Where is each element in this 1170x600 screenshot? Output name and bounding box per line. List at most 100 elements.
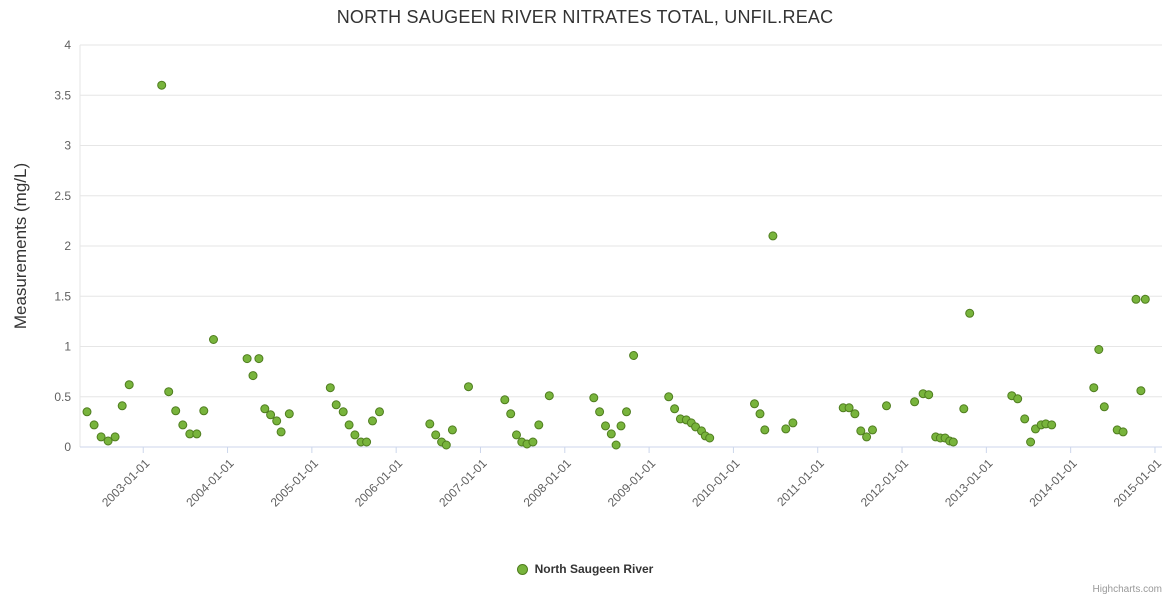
data-point[interactable] <box>1131 294 1141 304</box>
data-point[interactable] <box>788 418 798 428</box>
x-axis-label: 2011-01-01 <box>774 456 827 509</box>
data-point[interactable] <box>248 371 258 381</box>
data-point[interactable] <box>89 420 99 430</box>
data-point[interactable] <box>1089 383 1099 393</box>
data-point[interactable] <box>750 399 759 409</box>
x-axis-label: 2013-01-01 <box>942 456 996 510</box>
data-point[interactable] <box>375 407 384 417</box>
data-point[interactable] <box>512 430 521 440</box>
data-point[interactable] <box>266 410 276 420</box>
x-axis-label: 2008-01-01 <box>521 456 575 510</box>
x-axis-label: 2006-01-01 <box>352 456 406 510</box>
data-point[interactable] <box>178 420 188 430</box>
data-point[interactable] <box>447 425 457 435</box>
data-point[interactable] <box>768 231 778 241</box>
data-point[interactable] <box>1047 420 1057 430</box>
data-point[interactable] <box>209 335 218 344</box>
y-axis-label: 1.5 <box>54 289 71 303</box>
x-axis-label: 2003-01-01 <box>99 456 153 510</box>
y-axis-label: 3.5 <box>54 88 71 102</box>
data-point[interactable] <box>1099 402 1109 412</box>
data-point[interactable] <box>260 404 270 414</box>
data-point[interactable] <box>199 406 209 416</box>
data-point[interactable] <box>1140 294 1150 304</box>
data-point[interactable] <box>924 390 934 400</box>
data-point[interactable] <box>157 80 167 90</box>
data-point[interactable] <box>616 421 626 431</box>
data-point[interactable] <box>441 440 451 450</box>
data-point[interactable] <box>325 383 335 393</box>
data-point[interactable] <box>350 430 360 440</box>
data-point[interactable] <box>164 387 174 397</box>
data-point[interactable] <box>611 440 621 450</box>
data-point[interactable] <box>1094 345 1104 354</box>
legend-item[interactable]: North Saugeen River <box>0 562 1170 576</box>
data-point[interactable] <box>622 407 631 417</box>
x-axis-label: 2014-01-01 <box>1026 456 1080 510</box>
data-point[interactable] <box>629 351 639 360</box>
data-point[interactable] <box>844 403 854 413</box>
y-axis-label: 0 <box>64 440 71 454</box>
data-point[interactable] <box>171 406 181 416</box>
data-point[interactable] <box>910 397 920 407</box>
x-axis-label: 2012-01-01 <box>858 456 912 510</box>
data-point[interactable] <box>431 430 441 440</box>
data-point[interactable] <box>959 404 969 414</box>
data-point[interactable] <box>670 404 680 414</box>
data-point[interactable] <box>965 308 975 318</box>
data-point[interactable] <box>242 354 252 364</box>
chart-title: NORTH SAUGEEN RIVER NITRATES TOTAL, UNFI… <box>336 7 834 27</box>
data-point[interactable] <box>856 426 866 436</box>
x-axis-label: 2004-01-01 <box>183 456 237 510</box>
data-point[interactable] <box>192 429 202 439</box>
data-point[interactable] <box>595 407 605 417</box>
data-point[interactable] <box>110 432 120 442</box>
data-point[interactable] <box>506 409 516 419</box>
data-point[interactable] <box>862 432 872 442</box>
data-point[interactable] <box>344 420 354 430</box>
data-point[interactable] <box>589 393 599 403</box>
data-point[interactable] <box>544 391 554 401</box>
data-point[interactable] <box>705 433 715 443</box>
data-point[interactable] <box>850 409 860 419</box>
data-point[interactable] <box>124 380 134 390</box>
data-point[interactable] <box>868 425 877 435</box>
data-point[interactable] <box>272 416 282 426</box>
data-point[interactable] <box>781 424 791 434</box>
y-axis-label: 4 <box>64 38 71 52</box>
data-point[interactable] <box>755 409 765 419</box>
legend-label: North Saugeen River <box>534 562 654 576</box>
data-point[interactable] <box>1136 386 1146 396</box>
credits-link[interactable]: Highcharts.com <box>1092 584 1162 595</box>
data-point[interactable] <box>1013 394 1023 404</box>
y-axis-label: 0.5 <box>54 390 71 404</box>
data-point[interactable] <box>948 437 958 447</box>
data-point[interactable] <box>425 419 435 429</box>
data-point[interactable] <box>1118 427 1128 437</box>
data-point[interactable] <box>82 407 92 417</box>
data-point[interactable] <box>464 382 473 392</box>
data-point[interactable] <box>606 429 616 439</box>
data-point[interactable] <box>254 354 264 364</box>
data-point[interactable] <box>368 416 377 426</box>
data-point[interactable] <box>362 437 372 447</box>
data-point[interactable] <box>276 427 286 437</box>
data-point[interactable] <box>96 432 106 442</box>
data-point[interactable] <box>1020 414 1030 424</box>
data-point[interactable] <box>882 401 891 411</box>
data-point[interactable] <box>331 400 341 410</box>
data-point[interactable] <box>103 436 113 446</box>
x-axis-label: 2010-01-01 <box>689 456 743 510</box>
data-point[interactable] <box>284 409 294 419</box>
data-point[interactable] <box>117 401 127 411</box>
data-point[interactable] <box>1026 437 1036 447</box>
data-point[interactable] <box>528 437 538 447</box>
data-point[interactable] <box>760 425 770 435</box>
data-point[interactable] <box>500 395 510 405</box>
data-point[interactable] <box>664 392 674 402</box>
data-point[interactable] <box>338 407 348 417</box>
data-point[interactable] <box>534 420 544 430</box>
y-axis-label: 1 <box>64 340 71 354</box>
data-point[interactable] <box>601 421 610 431</box>
